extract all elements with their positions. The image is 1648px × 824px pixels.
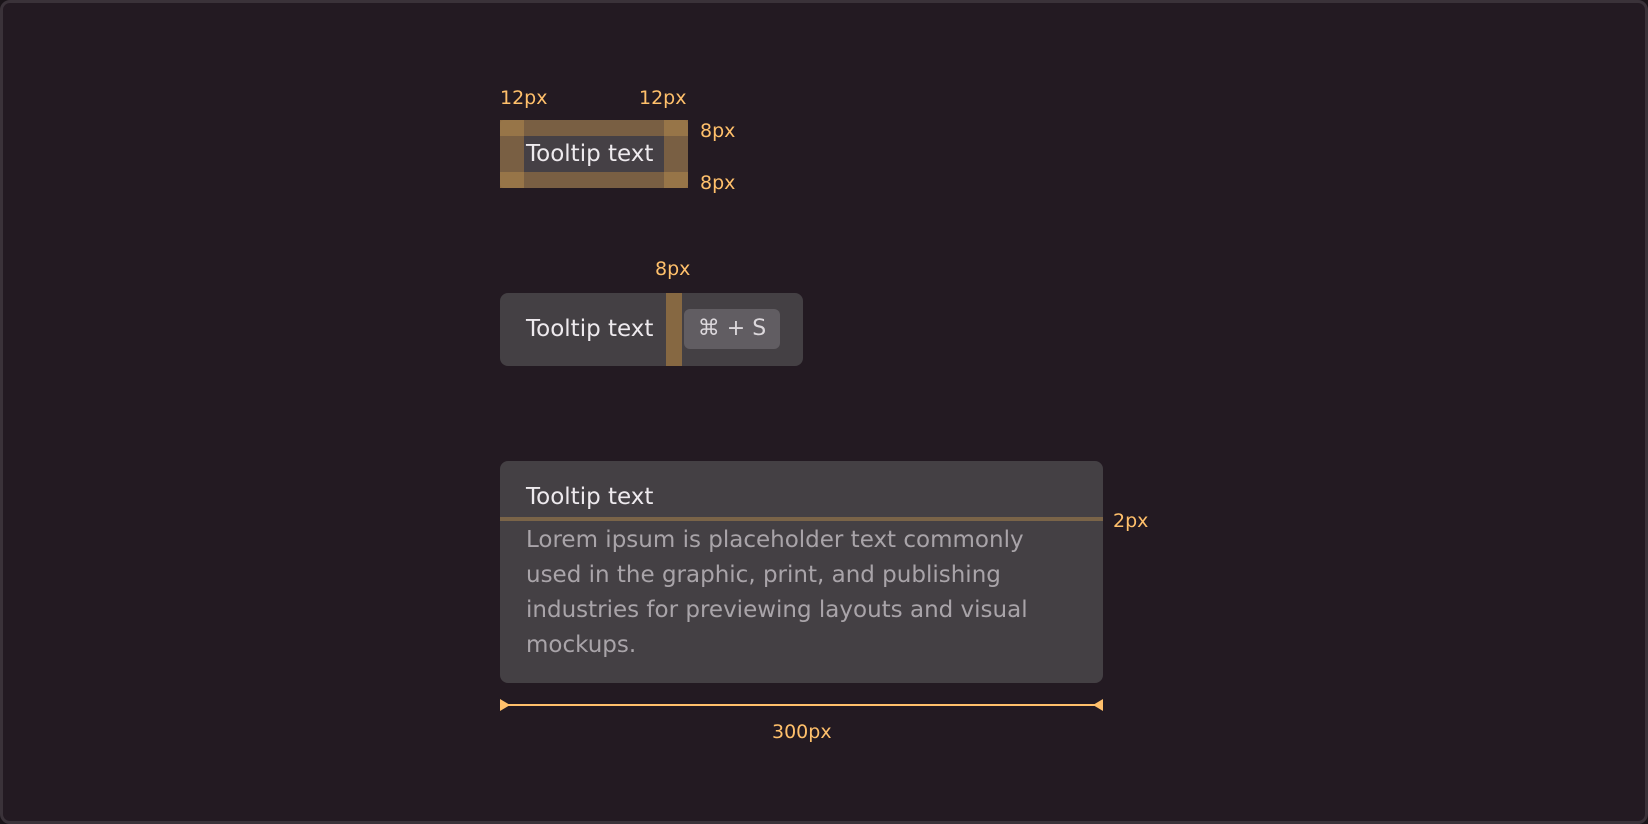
measure-arrow-right (1093, 699, 1103, 711)
annotation-padding-bottom: 8px (700, 172, 736, 194)
padding-left-overlay (500, 136, 524, 172)
annotation-gap: 8px (655, 258, 691, 280)
padding-corner-tl (500, 120, 524, 136)
tooltip-rich-body: Lorem ipsum is placeholder text commonly… (526, 527, 1028, 658)
tooltip-basic-label: Tooltip text (526, 141, 654, 167)
padding-corner-bl (500, 172, 524, 188)
annotation-padding-left: 12px (500, 87, 548, 109)
annotation-padding-right: 12px (639, 87, 687, 109)
gap-overlay (666, 293, 682, 366)
divider-line (500, 517, 1103, 521)
padding-corner-tr (664, 120, 688, 136)
measure-arrow-left (500, 699, 510, 711)
tooltip-rich: Tooltip text Lorem ipsum is placeholder … (500, 461, 1103, 683)
width-measure-line (500, 699, 1103, 711)
annotation-width: 300px (772, 721, 832, 743)
padding-bottom-overlay (500, 172, 688, 188)
tooltip-shortcut-label: Tooltip text (526, 316, 654, 342)
padding-corner-br (664, 172, 688, 188)
annotation-padding-top: 8px (700, 120, 736, 142)
tooltip-rich-title: Tooltip text (526, 484, 654, 510)
tooltip-shortcut: Tooltip text ⌘ + S (500, 293, 803, 366)
shortcut-key-badge: ⌘ + S (684, 309, 780, 349)
tooltip-basic: Tooltip text (500, 120, 688, 188)
padding-top-overlay (500, 120, 688, 136)
padding-right-overlay (664, 136, 688, 172)
annotation-divider-thickness: 2px (1113, 510, 1149, 532)
